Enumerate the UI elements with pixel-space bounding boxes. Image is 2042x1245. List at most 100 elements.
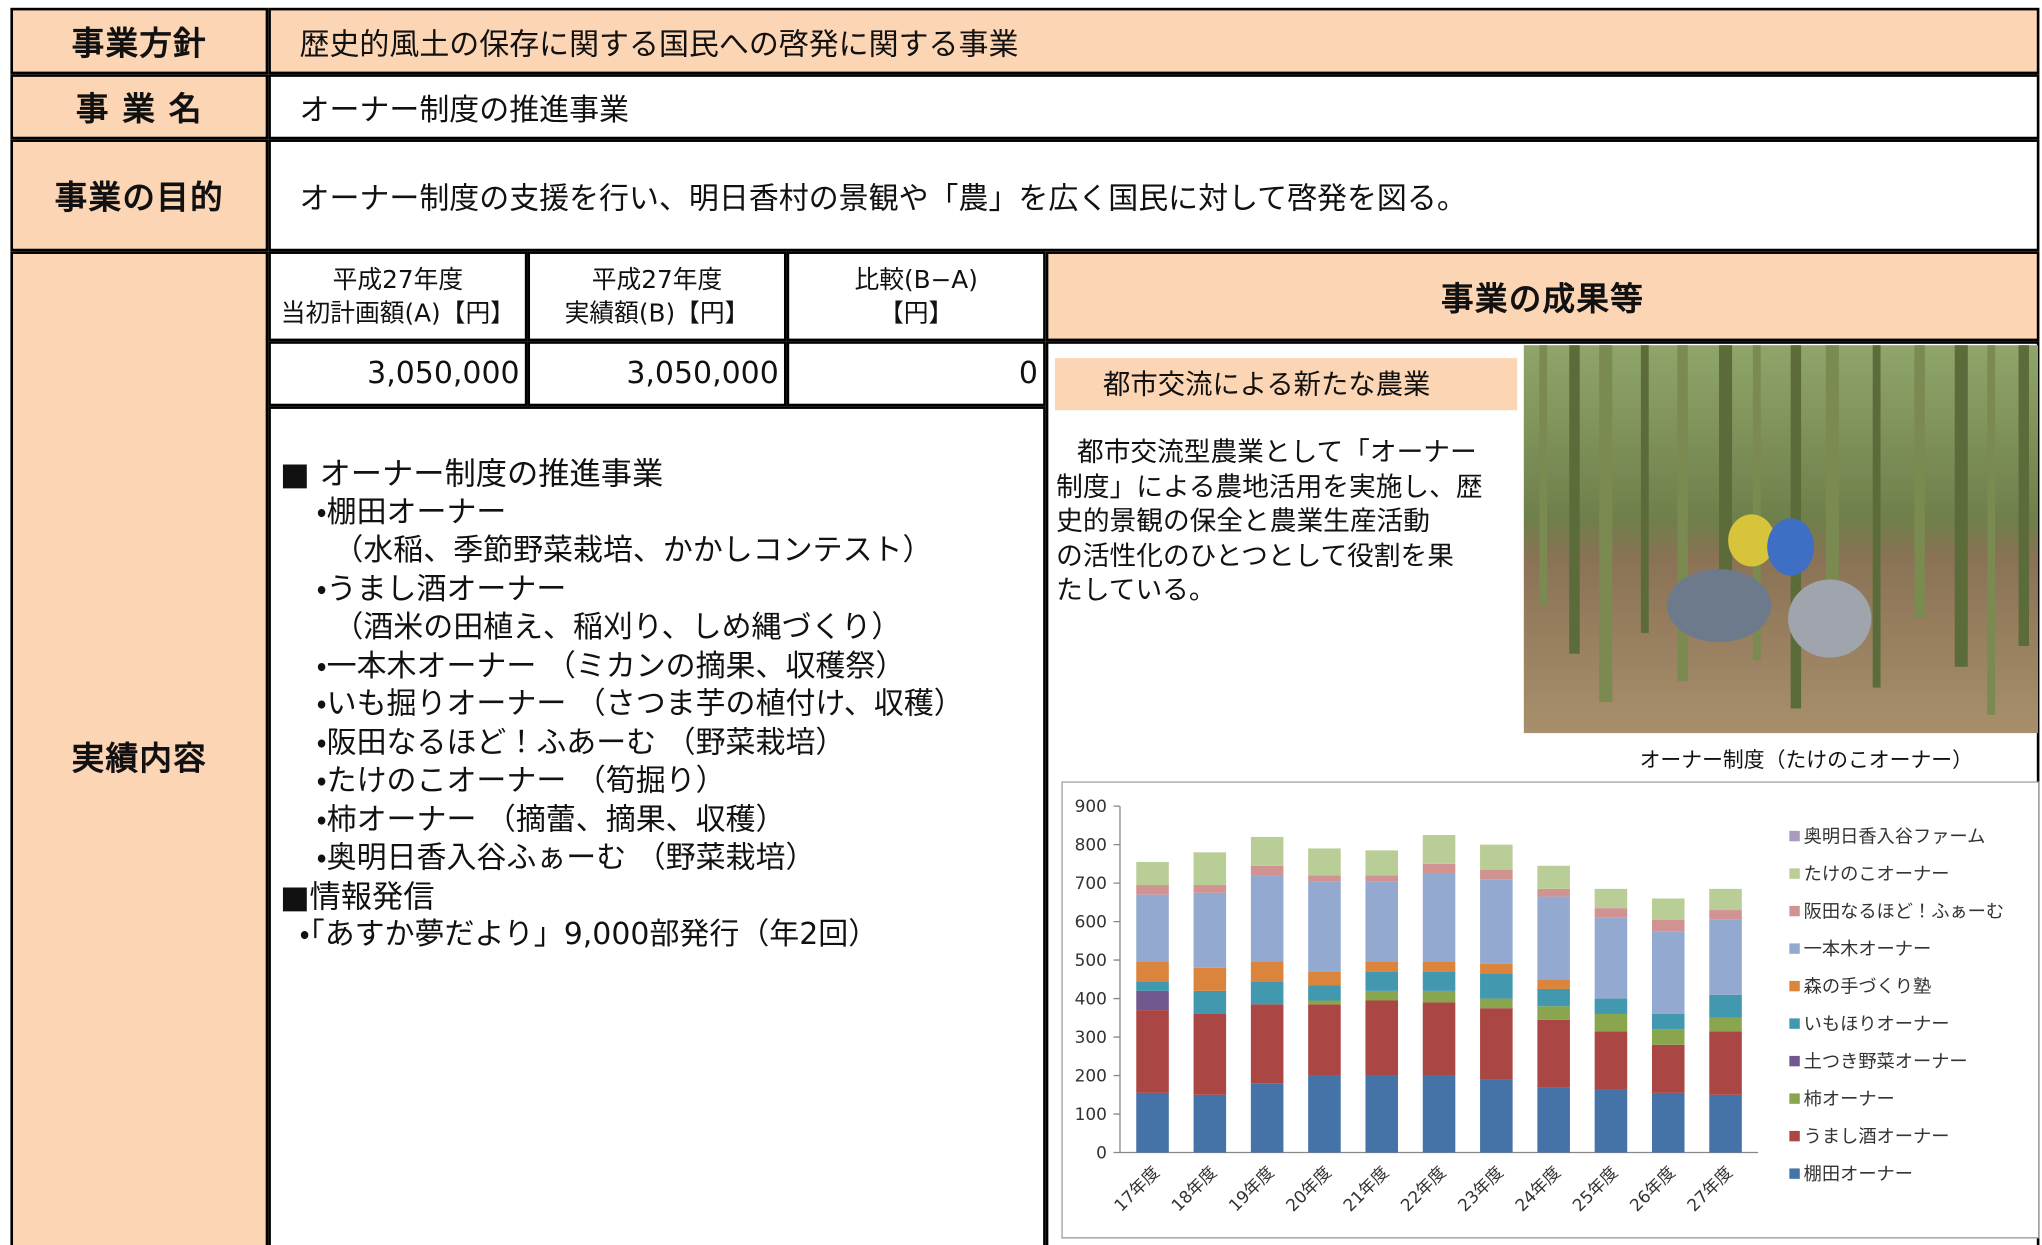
legend-swatch [1789,1056,1799,1066]
bar-segment [1251,837,1284,866]
bar-segment [1595,908,1628,918]
bar-segment [1194,968,1227,991]
row-label: 事 業 名 [10,74,268,139]
bar-segment [1423,1002,1456,1075]
bar-segment [1136,981,1169,991]
bar-segment [1365,991,1398,1001]
budget-header-line: 比較(B−A) [854,262,977,296]
legend-label: 土つき野菜オーナー [1804,1052,1968,1073]
budget-header-line: 平成27年度 [592,262,722,296]
bamboo [1914,345,1924,618]
bar-segment [1709,1095,1742,1153]
bar-segment [1480,845,1513,870]
budget-header: 比較(B−A)【円】 [787,251,1046,341]
bar-segment [1194,991,1227,1014]
y-tick-label: 500 [1075,950,1107,970]
y-tick-label: 700 [1075,873,1107,893]
bamboo [1539,345,1547,605]
bar-segment [1595,918,1628,999]
legend-label: たけのこオーナー [1804,864,1950,885]
chart: 010020030040050060070080090017年度18年度19年度… [1061,781,2039,1238]
bar-segment [1537,989,1570,1006]
legend-label: 森の手づくり塾 [1804,977,1932,998]
bar-segment [1537,1087,1570,1152]
bar-segment [1136,1010,1169,1093]
bar-segment [1308,985,1341,1000]
photo [1524,345,2038,733]
bar-segment [1480,964,1513,974]
budget-value: 3,050,000 [268,341,527,406]
detail-line: ・「あすか夢だより」9,000部発行（年2回） [300,909,879,953]
bar-segment [1251,962,1284,981]
bar-segment [1251,875,1284,962]
outcomes-text: 都市交流型農業として「オーナー [1077,430,1477,469]
legend-swatch [1789,868,1799,878]
bar-segment [1595,1089,1628,1153]
bar-segment [1365,850,1398,875]
budget-header: 平成27年度当初計画額(A)【円】 [268,251,527,341]
bar-segment [1194,1095,1227,1153]
outcomes-text: の活性化のひとつとして役割を果 [1056,533,1454,572]
bar-segment [1480,1079,1513,1152]
bar-segment [1652,1029,1685,1044]
bar-segment [1251,1083,1284,1152]
row-value: オーナー制度の支援を行い、明日香村の景観や「農」を広く国民に対して啓発を図る。 [268,139,2039,251]
outcomes-title: 事業の成果等 [1046,251,2040,341]
y-tick-label: 600 [1075,911,1107,931]
person [1767,518,1814,575]
bar-segment [1480,879,1513,964]
bar-segment [1308,972,1341,985]
bar-segment [1365,962,1398,972]
bar-segment [1480,974,1513,999]
bar-segment [1595,1031,1628,1089]
legend-swatch [1789,831,1799,841]
document: 事業方針歴史的風土の保存に関する国民への啓発に関する事業事 業 名オーナー制度の… [0,0,2042,1245]
photo-caption: オーナー制度（たけのこオーナー） [1640,742,1973,773]
bar-segment [1194,1014,1227,1095]
legend-label: 棚田オーナー [1804,1164,1913,1185]
bar-segment [1423,991,1456,1003]
bar-segment [1595,889,1628,908]
bar-segment [1308,1000,1341,1004]
outcomes-text: 史的景観の保全と農業生産活動 [1056,499,1430,538]
bamboo [1955,345,1968,667]
bar-segment [1537,1006,1570,1019]
bar-segment [1480,870,1513,880]
row-value: 歴史的風土の保存に関する国民への啓発に関する事業 [268,8,2039,74]
bar-segment [1480,999,1513,1009]
bar-segment [1423,835,1456,864]
budget-header-line: 【円】 [879,296,953,330]
legend-label: 柿オーナー [1804,1089,1895,1110]
legend-swatch [1789,943,1799,953]
bar-segment [1652,1014,1685,1029]
y-tick-label: 0 [1096,1142,1107,1162]
bar-segment [1423,864,1456,874]
y-tick-label: 200 [1075,1065,1107,1085]
legend-swatch [1789,1168,1799,1178]
y-tick-label: 900 [1075,796,1107,816]
bamboo [1987,345,1995,715]
bar-segment [1709,889,1742,910]
budget-value: 3,050,000 [527,341,786,406]
legend-label: 阪田なるほど！ふぁーむ [1804,902,2004,923]
bar-segment [1652,1093,1685,1153]
row-label: 事業方針 [10,8,268,74]
bar-segment [1365,1000,1398,1075]
outcomes-text: たしている。 [1056,568,1215,607]
bar-segment [1136,1093,1169,1153]
bar-segment [1308,881,1341,971]
bar-segment [1709,920,1742,995]
bar-segment [1709,1031,1742,1095]
outcomes-text: 制度」による農地活用を実施し、歴 [1056,464,1482,503]
bar-segment [1136,991,1169,1010]
bar-segment [1709,995,1742,1018]
bar-segment [1652,899,1685,920]
row-value: オーナー制度の推進事業 [268,74,2039,139]
bar-segment [1194,893,1227,968]
bar-segment [1595,1014,1628,1031]
bar-segment [1652,1045,1685,1093]
bar-segment [1136,962,1169,981]
bar-segment [1480,1008,1513,1079]
bar-segment [1365,972,1398,991]
bamboo [1641,345,1649,633]
